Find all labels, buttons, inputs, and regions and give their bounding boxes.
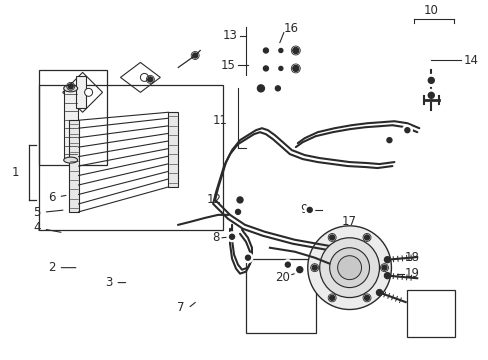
Text: 10: 10 [423,4,438,17]
Circle shape [276,64,285,72]
Circle shape [84,88,92,96]
Text: 14: 14 [463,54,478,67]
Circle shape [253,81,267,95]
Text: 5: 5 [33,206,63,219]
Circle shape [329,235,334,240]
Circle shape [234,194,245,206]
Ellipse shape [63,85,78,92]
Text: 12: 12 [206,193,222,206]
Text: 3: 3 [105,276,125,289]
Circle shape [337,256,361,280]
Circle shape [272,84,282,93]
Circle shape [192,53,197,58]
Text: 2: 2 [48,261,76,274]
Circle shape [384,273,389,279]
Text: 8: 8 [212,231,220,244]
Text: 6: 6 [48,192,66,204]
Circle shape [245,255,250,260]
Text: 20: 20 [274,271,289,284]
Circle shape [140,73,148,81]
Text: 4: 4 [33,221,61,234]
Circle shape [381,265,386,270]
Circle shape [278,49,282,53]
Circle shape [293,264,305,276]
Circle shape [329,248,369,288]
Circle shape [425,89,436,101]
Circle shape [364,235,369,240]
Circle shape [319,238,379,298]
Circle shape [243,253,252,263]
Circle shape [261,45,270,55]
Circle shape [376,289,382,296]
Circle shape [275,86,280,91]
Text: 11: 11 [213,114,227,127]
Circle shape [237,197,243,203]
Circle shape [312,265,317,270]
Circle shape [263,66,268,71]
Bar [39,85,223,230]
Circle shape [226,232,237,242]
Bar [63,88,78,160]
Circle shape [233,207,243,217]
Text: 15: 15 [221,59,236,72]
Text: 7: 7 [177,301,184,314]
Circle shape [68,84,73,89]
Circle shape [282,260,292,270]
Circle shape [304,205,314,215]
Bar [245,259,315,333]
Circle shape [404,128,409,133]
Circle shape [292,66,298,71]
Circle shape [427,92,433,98]
Bar [407,289,454,337]
Circle shape [147,77,153,82]
Circle shape [261,63,270,73]
Circle shape [235,210,240,214]
Text: 9: 9 [300,203,307,216]
Circle shape [386,138,391,143]
Text: 17: 17 [342,215,356,228]
Text: 19: 19 [404,267,419,280]
Circle shape [296,267,302,273]
Circle shape [427,77,433,84]
Bar [168,112,178,187]
Circle shape [263,48,268,53]
Circle shape [285,262,290,267]
Text: 16: 16 [283,22,298,35]
Circle shape [307,226,390,310]
Circle shape [364,295,369,300]
Text: 1: 1 [11,166,19,179]
Circle shape [276,46,285,54]
Circle shape [425,75,436,86]
Circle shape [329,295,334,300]
Circle shape [257,85,264,92]
Circle shape [229,234,234,239]
Circle shape [384,135,394,145]
Circle shape [384,257,389,263]
Circle shape [278,67,282,71]
Circle shape [292,48,298,54]
Bar [39,71,106,165]
Bar [76,76,85,108]
Circle shape [402,125,411,135]
Text: 18: 18 [404,251,418,264]
Bar [68,120,79,212]
Text: 13: 13 [223,29,238,42]
Circle shape [306,207,312,212]
Ellipse shape [63,157,78,163]
